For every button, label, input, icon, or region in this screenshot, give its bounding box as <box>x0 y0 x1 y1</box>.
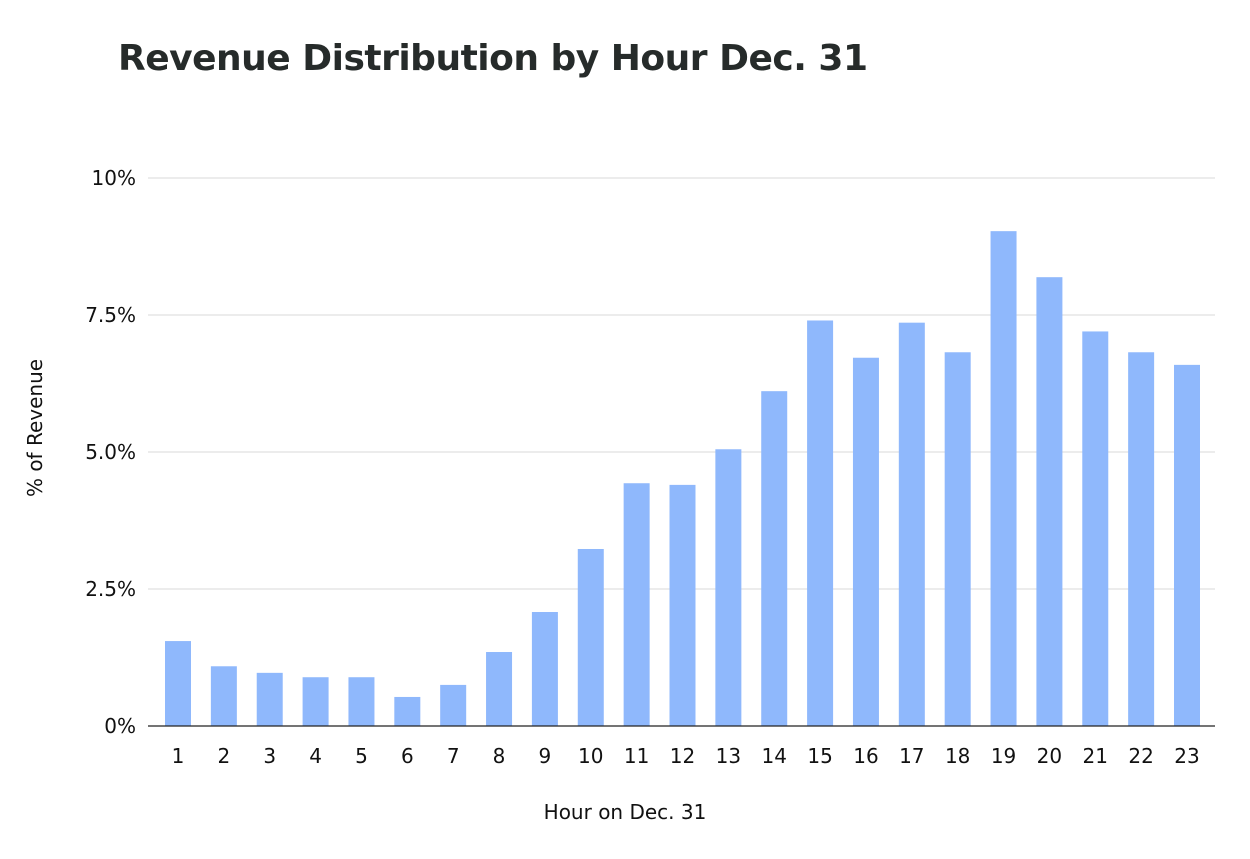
x-tick-label: 19 <box>991 744 1016 768</box>
chart-title: Revenue Distribution by Hour Dec. 31 <box>118 38 868 79</box>
x-tick-label: 12 <box>670 744 695 768</box>
bar-hour-7 <box>440 684 467 726</box>
bar-hour-17 <box>898 322 925 726</box>
bar-hour-16 <box>852 357 879 726</box>
x-tick-label: 9 <box>539 744 552 768</box>
bar-hour-15 <box>807 320 834 726</box>
x-tick-label: 20 <box>1037 744 1062 768</box>
x-tick-label: 22 <box>1128 744 1153 768</box>
bar-hour-11 <box>623 483 650 726</box>
x-tick-label: 18 <box>945 744 970 768</box>
y-axis-ticks: 0% 2.5% 5.0% 7.5% 10% <box>85 166 136 738</box>
x-tick-label: 5 <box>355 744 368 768</box>
bar-hour-8 <box>486 652 513 726</box>
y-tick-label: 5.0% <box>85 440 136 464</box>
bar-hour-21 <box>1082 331 1109 726</box>
x-tick-label: 1 <box>172 744 185 768</box>
bars <box>165 231 1200 726</box>
x-tick-label: 2 <box>217 744 230 768</box>
x-axis-label: Hour on Dec. 31 <box>544 800 707 824</box>
x-tick-label: 16 <box>853 744 878 768</box>
bar-hour-6 <box>394 696 421 726</box>
y-tick-label: 10% <box>92 166 136 190</box>
bar-hour-2 <box>210 666 237 726</box>
bar-hour-13 <box>715 449 742 726</box>
y-tick-label: 2.5% <box>85 577 136 601</box>
x-tick-label: 3 <box>263 744 276 768</box>
bar-hour-18 <box>944 352 971 726</box>
bar-hour-4 <box>302 677 329 726</box>
x-tick-label: 14 <box>762 744 787 768</box>
y-tick-label: 7.5% <box>85 303 136 327</box>
x-tick-label: 11 <box>624 744 649 768</box>
bar-hour-20 <box>1036 277 1063 726</box>
x-tick-label: 17 <box>899 744 924 768</box>
bar-hour-10 <box>577 548 604 726</box>
bar-hour-1 <box>165 641 191 726</box>
x-tick-label: 6 <box>401 744 414 768</box>
bar-hour-12 <box>669 484 696 726</box>
x-tick-label: 21 <box>1083 744 1108 768</box>
y-tick-label: 0% <box>104 714 136 738</box>
x-tick-label: 4 <box>309 744 322 768</box>
bar-hour-3 <box>256 672 283 726</box>
x-tick-label: 23 <box>1174 744 1199 768</box>
x-tick-label: 7 <box>447 744 460 768</box>
bar-hour-9 <box>531 612 558 726</box>
x-tick-label: 10 <box>578 744 603 768</box>
bar-hour-22 <box>1128 352 1155 726</box>
x-axis-ticks: 1 2 3 4 5 6 7 8 9 10 11 12 13 14 15 16 17 18 19 20 21 22 23 <box>172 744 1200 768</box>
bar-hour-14 <box>761 391 788 726</box>
y-axis-label: % of Revenue <box>23 359 47 497</box>
x-tick-label: 8 <box>493 744 506 768</box>
x-tick-label: 13 <box>716 744 741 768</box>
x-tick-label: 15 <box>807 744 832 768</box>
bar-hour-23 <box>1174 364 1200 726</box>
bar-hour-5 <box>348 677 375 726</box>
bar-hour-19 <box>990 231 1017 726</box>
